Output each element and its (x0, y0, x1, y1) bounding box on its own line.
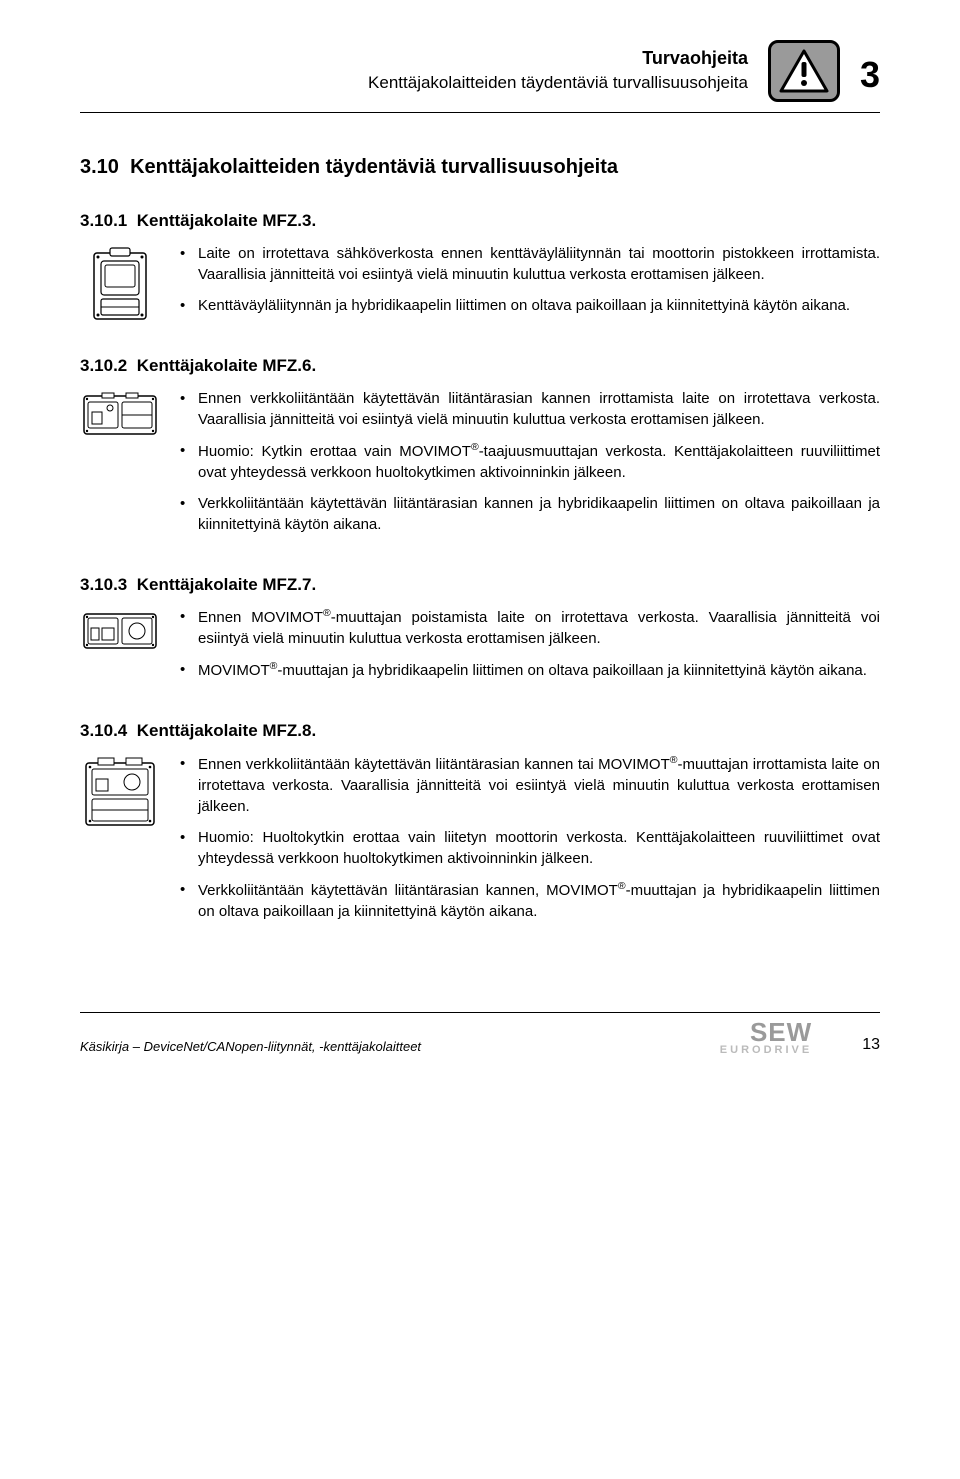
device-mfz3-icon (80, 243, 160, 326)
page-header: Turvaohjeita Kenttäjakolaitteiden täyden… (80, 40, 880, 102)
subsection-title-text: Kenttäjakolaite MFZ.6. (137, 356, 316, 375)
subsection-block: Laite on irrotettava sähköverkosta ennen… (80, 243, 880, 326)
section-title: 3.10 Kenttäjakolaitteiden täydentäviä tu… (80, 153, 880, 181)
bullet-list: Laite on irrotettava sähköverkosta ennen… (180, 243, 880, 316)
device-mfz7-icon (80, 606, 160, 691)
header-text-block: Turvaohjeita Kenttäjakolaitteiden täyden… (368, 40, 748, 95)
subsection-title: 3.10.1 Kenttäjakolaite MFZ.3. (80, 209, 880, 233)
page-footer: Käsikirja – DeviceNet/CANopen-liitynnät,… (80, 1012, 880, 1056)
footer-right: SEW EURODRIVE 13 (720, 1019, 880, 1056)
subsection-number: 3.10.4 (80, 721, 127, 740)
list-item: Ennen verkkoliitäntään käytettävän liitä… (180, 388, 880, 430)
list-item: Laite on irrotettava sähköverkosta ennen… (180, 243, 880, 285)
warning-icon (768, 40, 840, 102)
list-item: Huomio: Kytkin erottaa vain MOVIMOT®-taa… (180, 440, 880, 483)
subsection-title: 3.10.4 Kenttäjakolaite MFZ.8. (80, 719, 880, 743)
subsection-block: Ennen verkkoliitäntään käytettävän liitä… (80, 753, 880, 932)
subsection-title: 3.10.2 Kenttäjakolaite MFZ.6. (80, 354, 880, 378)
bullet-list: Ennen verkkoliitäntään käytettävän liitä… (180, 753, 880, 922)
subsection-title-text: Kenttäjakolaite MFZ.7. (137, 575, 316, 594)
section-number: 3.10 (80, 156, 119, 178)
list-item: Kenttäväyläliitynnän ja hybridikaapelin … (180, 295, 880, 316)
device-mfz6-icon (80, 388, 160, 545)
subsection-number: 3.10.1 (80, 211, 127, 230)
subsection-content: Laite on irrotettava sähköverkosta ennen… (180, 243, 880, 326)
footer-doc-title: Käsikirja – DeviceNet/CANopen-liitynnät,… (80, 1038, 421, 1056)
list-item: Huomio: Huoltokytkin erottaa vain liitet… (180, 827, 880, 869)
bullet-list: Ennen verkkoliitäntään käytettävän liitä… (180, 388, 880, 535)
subsection-block: Ennen verkkoliitäntään käytettävän liitä… (80, 388, 880, 545)
subsection-block: Ennen MOVIMOT®-muuttajan poistamista lai… (80, 606, 880, 691)
list-item: Ennen verkkoliitäntään käytettävän liitä… (180, 753, 880, 817)
subsection-content: Ennen verkkoliitäntään käytettävän liitä… (180, 388, 880, 545)
subsection-title: 3.10.3 Kenttäjakolaite MFZ.7. (80, 573, 880, 597)
header-subtitle: Kenttäjakolaitteiden täydentäviä turvall… (368, 71, 748, 95)
header-title: Turvaohjeita (368, 46, 748, 71)
subsection-content: Ennen verkkoliitäntään käytettävän liitä… (180, 753, 880, 932)
chapter-number: 3 (860, 40, 880, 100)
sew-logo: SEW EURODRIVE (720, 1019, 812, 1056)
list-item: Verkkoliitäntään käytettävän liitäntäras… (180, 879, 880, 922)
page-number: 13 (862, 1034, 880, 1056)
logo-eurodrive: EURODRIVE (720, 1045, 812, 1056)
subsection-content: Ennen MOVIMOT®-muuttajan poistamista lai… (180, 606, 880, 691)
list-item: Verkkoliitäntään käytettävän liitäntäras… (180, 493, 880, 535)
bullet-list: Ennen MOVIMOT®-muuttajan poistamista lai… (180, 606, 880, 681)
subsection-title-text: Kenttäjakolaite MFZ.8. (137, 721, 316, 740)
logo-sew: SEW (720, 1019, 812, 1045)
subsection-number: 3.10.3 (80, 575, 127, 594)
list-item: MOVIMOT®-muuttajan ja hybridikaapelin li… (180, 659, 880, 681)
subsection-number: 3.10.2 (80, 356, 127, 375)
subsection-title-text: Kenttäjakolaite MFZ.3. (137, 211, 316, 230)
device-mfz8-icon (80, 753, 160, 932)
list-item: Ennen MOVIMOT®-muuttajan poistamista lai… (180, 606, 880, 649)
section-title-text: Kenttäjakolaitteiden täydentäviä turvall… (130, 156, 618, 178)
header-rule (80, 112, 880, 113)
